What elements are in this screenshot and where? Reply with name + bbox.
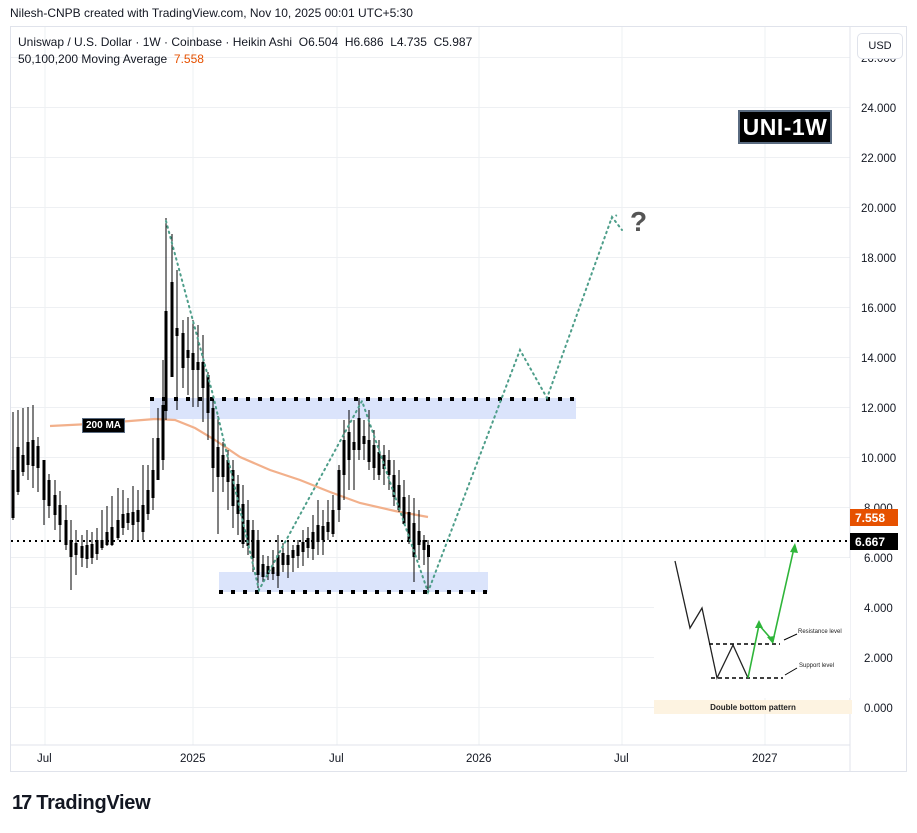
svg-text:Jul: Jul — [614, 753, 629, 765]
svg-text:14.000: 14.000 — [861, 353, 896, 365]
svg-text:10.000: 10.000 — [861, 453, 896, 465]
support-zone — [219, 572, 488, 592]
ma-indicator-value: 7.558 — [173, 52, 204, 66]
currency-button[interactable]: USD — [857, 33, 903, 59]
svg-text:2.000: 2.000 — [864, 653, 893, 665]
last-price-tag: 6.667 — [850, 533, 898, 550]
svg-text:Jul: Jul — [37, 753, 52, 765]
candles — [11, 218, 430, 590]
svg-text:20.000: 20.000 — [861, 203, 896, 215]
ohlc-close: C5.987 — [433, 35, 473, 49]
ma-200-line — [49, 417, 429, 519]
tradingview-logo[interactable]: 17 TradingView — [12, 792, 151, 815]
svg-text:12.000: 12.000 — [861, 403, 896, 415]
resistance-level-label: Resistance level — [798, 629, 842, 635]
double-bottom-caption: Double bottom pattern — [654, 700, 852, 714]
svg-text:4.000: 4.000 — [864, 603, 893, 615]
svg-text:2027: 2027 — [752, 753, 778, 765]
svg-text:6.000: 6.000 — [864, 553, 893, 565]
ohlc-high: H6.686 — [344, 35, 384, 49]
ma-price-tag: 7.558 — [850, 509, 898, 526]
tradingview-logo-text: TradingView — [36, 792, 151, 814]
svg-text:2026: 2026 — [466, 753, 492, 765]
symbol-title[interactable]: Uniswap / U.S. Dollar · 1W · Coinbase · … — [18, 35, 293, 49]
time-axis-labels: Jul 2025 Jul 2026 Jul 2027 — [37, 753, 778, 765]
price-axis-labels: 26.000 24.000 22.000 20.000 18.000 16.00… — [861, 53, 896, 715]
projection-path-end — [610, 214, 618, 220]
ohlc-low: L4.735 — [390, 35, 427, 49]
svg-text:24.000: 24.000 — [861, 103, 896, 115]
projection-path — [165, 214, 623, 595]
indicator-line: 50,100,200 Moving Average 7.558 — [18, 51, 472, 68]
chart-credit: Nilesh-CNPB created with TradingView.com… — [10, 6, 413, 20]
resistance-zone — [150, 398, 576, 419]
symbol-line: Uniswap / U.S. Dollar · 1W · Coinbase · … — [18, 34, 472, 51]
ma-indicator-label[interactable]: 50,100,200 Moving Average — [18, 52, 168, 66]
svg-text:Jul: Jul — [329, 753, 344, 765]
chart-legend: Uniswap / U.S. Dollar · 1W · Coinbase · … — [18, 34, 472, 68]
question-mark: ? — [630, 206, 648, 237]
svg-text:0.000: 0.000 — [864, 703, 893, 715]
svg-text:22.000: 22.000 — [861, 153, 896, 165]
svg-text:16.000: 16.000 — [861, 303, 896, 315]
ma-200-tag: 200 MA — [82, 418, 126, 433]
svg-text:2025: 2025 — [180, 753, 206, 765]
ticker-badge: UNI-1W — [738, 110, 832, 144]
tradingview-logo-icon: 17 — [12, 792, 32, 814]
svg-text:18.000: 18.000 — [861, 253, 896, 265]
ohlc-open: O6.504 — [298, 35, 339, 49]
double-bottom-inset — [654, 543, 850, 698]
support-level-label: Support level — [799, 663, 835, 669]
